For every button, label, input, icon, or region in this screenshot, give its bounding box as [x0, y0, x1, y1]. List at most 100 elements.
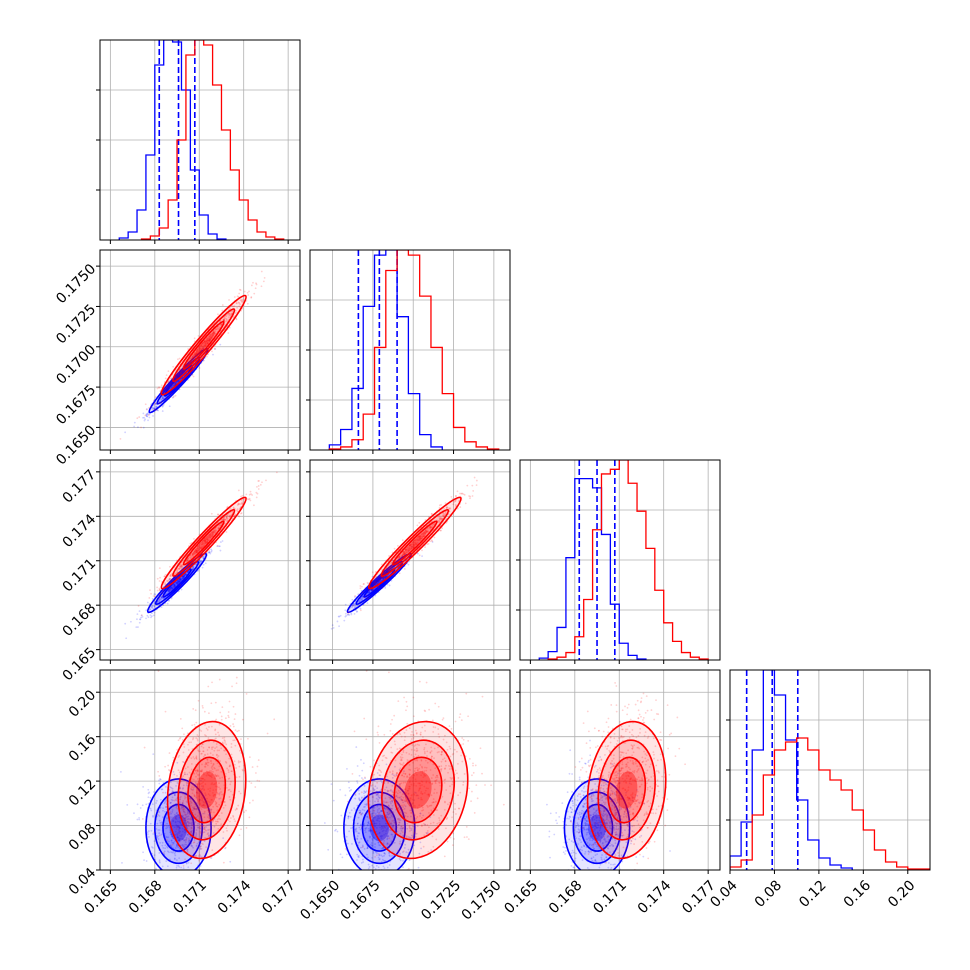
- scatter-point: [403, 552, 406, 555]
- scatter-point: [195, 756, 198, 759]
- scatter-point: [178, 840, 181, 843]
- scatter-point: [174, 847, 177, 849]
- scatter-point: [437, 520, 440, 522]
- scatter-point: [164, 844, 167, 847]
- scatter-point: [177, 358, 179, 361]
- scatter-point: [185, 843, 188, 846]
- scatter-point: [202, 824, 204, 827]
- scatter-point: [174, 820, 177, 823]
- scatter-point: [154, 593, 157, 596]
- scatter-point: [221, 304, 224, 306]
- scatter-point: [431, 541, 434, 543]
- scatter-point: [214, 528, 217, 531]
- scatter-point: [177, 380, 180, 382]
- scatter-point: [179, 822, 182, 824]
- scatter-point: [208, 338, 211, 341]
- scatter-point: [455, 495, 457, 498]
- scatter-point: [217, 327, 220, 330]
- scatter-point: [183, 575, 186, 578]
- scatter-point: [403, 567, 406, 570]
- scatter-point: [193, 839, 196, 841]
- scatter-point: [207, 823, 210, 826]
- scatter-point: [170, 589, 173, 591]
- scatter-point: [196, 815, 199, 817]
- scatter-point: [208, 534, 211, 537]
- scatter-point: [338, 615, 341, 618]
- scatter-point: [194, 353, 197, 356]
- scatter-point: [222, 518, 225, 521]
- scatter-point: [220, 323, 223, 326]
- scatter-point: [195, 755, 198, 758]
- scatter-point: [415, 542, 418, 545]
- scatter-point: [211, 333, 214, 336]
- scatter-point: [389, 568, 391, 570]
- scatter-point: [158, 598, 161, 600]
- scatter-point: [156, 836, 159, 839]
- scatter-point: [233, 315, 235, 318]
- scatter-point: [361, 585, 363, 588]
- scatter-point: [165, 827, 168, 830]
- scatter-point: [170, 879, 172, 881]
- scatter-point: [237, 760, 240, 763]
- scatter-point: [206, 541, 209, 543]
- scatter-point: [211, 336, 214, 339]
- scatter-point: [275, 471, 278, 474]
- scatter-point: [165, 824, 168, 827]
- density-fill: [402, 530, 428, 556]
- scatter-point: [177, 580, 180, 583]
- scatter-point: [237, 804, 240, 807]
- scatter-point: [177, 373, 180, 376]
- scatter-point: [218, 524, 221, 527]
- scatter-point: [202, 359, 205, 362]
- scatter-point: [177, 825, 180, 828]
- scatter-point: [191, 356, 193, 359]
- scatter-point: [380, 579, 383, 582]
- scatter-point: [347, 611, 350, 614]
- scatter-point: [207, 551, 210, 554]
- scatter-point: [213, 332, 215, 335]
- scatter-point: [236, 504, 239, 506]
- scatter-point: [153, 593, 156, 595]
- scatter-point: [179, 378, 182, 381]
- scatter-point: [209, 333, 212, 336]
- scatter-point: [345, 614, 348, 617]
- scatter-point: [390, 565, 393, 568]
- scatter-point: [191, 845, 194, 848]
- scatter-point: [228, 515, 231, 517]
- scatter-point: [177, 567, 179, 570]
- scatter-point: [202, 347, 204, 350]
- scatter-point: [187, 749, 190, 751]
- scatter-point: [255, 282, 257, 285]
- scatter-point: [160, 384, 163, 387]
- scatter-point: [166, 381, 169, 384]
- scatter-point: [238, 292, 241, 295]
- scatter-point: [173, 813, 176, 816]
- scatter-point: [136, 818, 139, 821]
- scatter-point: [226, 520, 228, 523]
- scatter-point: [199, 848, 202, 851]
- scatter-point: [166, 836, 169, 839]
- scatter-point: [195, 757, 198, 759]
- scatter-point: [384, 576, 387, 579]
- scatter-point: [208, 340, 211, 343]
- scatter-point: [230, 313, 233, 316]
- scatter-point: [223, 518, 226, 521]
- scatter-point: [357, 593, 360, 596]
- scatter-point: [142, 416, 144, 419]
- scatter-point: [206, 761, 209, 764]
- scatter-point: [154, 405, 157, 408]
- scatter-point: [216, 756, 219, 759]
- scatter-point: [158, 852, 161, 854]
- scatter-point: [192, 807, 195, 810]
- scatter-point: [169, 844, 172, 847]
- scatter-point: [237, 301, 240, 304]
- scatter-point: [199, 855, 202, 857]
- scatter-point: [256, 765, 259, 768]
- scatter-point: [236, 509, 238, 512]
- scatter-point: [206, 541, 208, 544]
- scatter-point: [232, 305, 234, 308]
- scatter-point: [239, 299, 242, 302]
- scatter-point: [163, 575, 166, 578]
- scatter-point: [442, 515, 445, 518]
- scatter-point: [463, 493, 466, 496]
